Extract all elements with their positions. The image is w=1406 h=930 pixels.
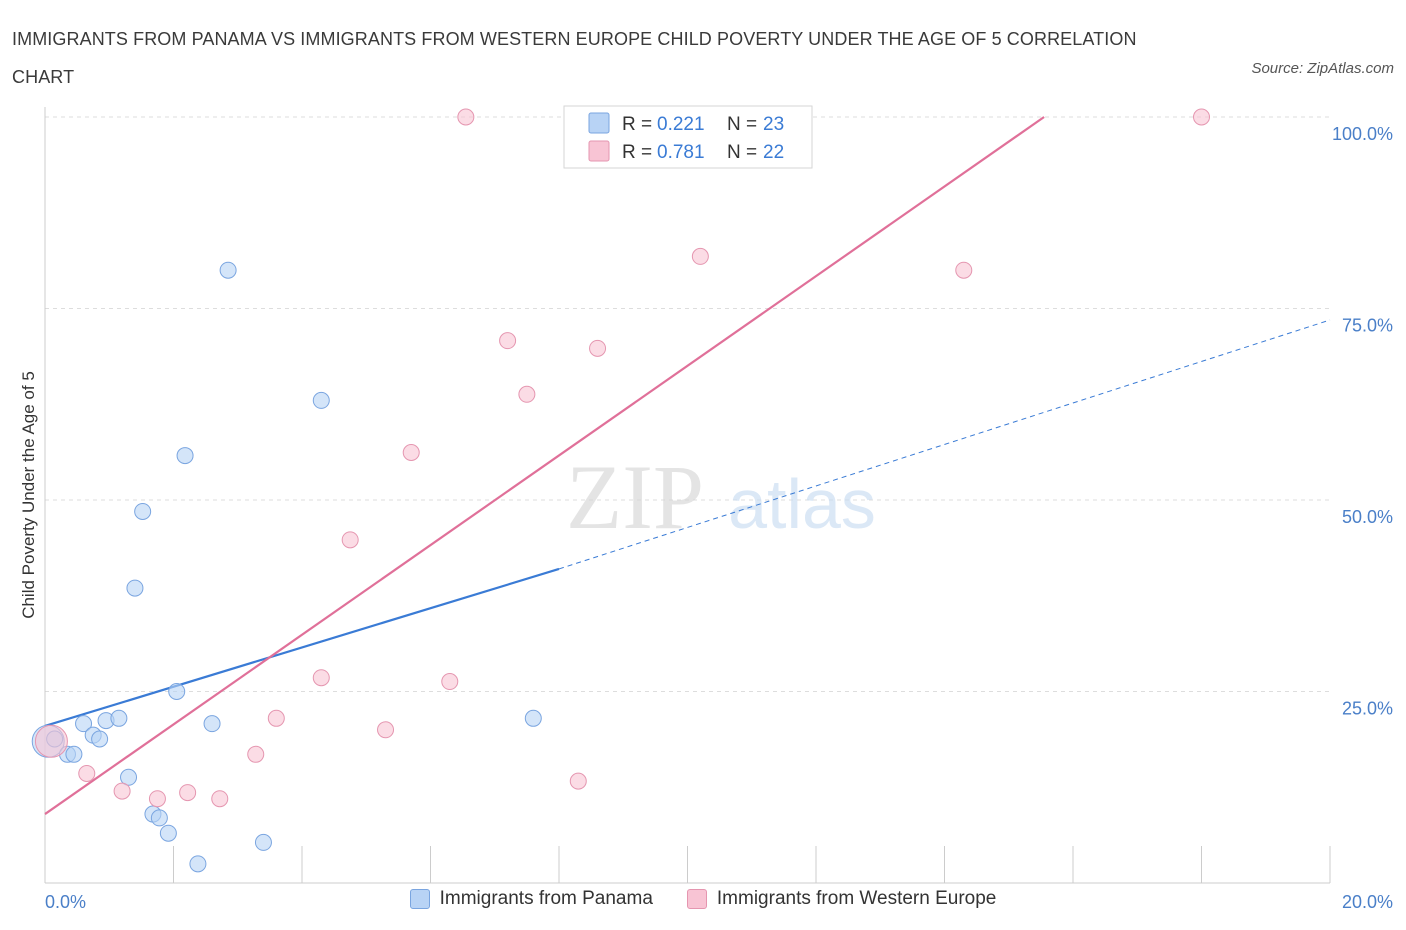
legend-bottom-label-panama: Immigrants from Panama: [439, 888, 653, 909]
point-panama: [110, 709, 128, 727]
point-panama: [120, 768, 138, 786]
point-western-europe: [341, 531, 359, 549]
data-points: [31, 108, 1210, 873]
point-western-europe: [267, 709, 285, 727]
legend-n-label-panama: N =: [727, 114, 757, 135]
point-panama: [91, 730, 109, 748]
x-tick-label-max: 20.0%: [1342, 892, 1393, 912]
point-panama: [168, 683, 186, 700]
legend-n-value-western-europe: 22: [763, 142, 784, 163]
chart-title: IMMIGRANTS FROM PANAMA VS IMMIGRANTS FRO…: [12, 29, 1137, 87]
legend-swatch-panama: [588, 112, 610, 134]
point-western-europe: [34, 724, 68, 758]
legend-r-label-western-europe: R =: [622, 142, 652, 163]
point-panama: [134, 502, 152, 520]
point-western-europe: [569, 772, 587, 790]
legend-item-panama: Immigrants from Panama: [409, 888, 653, 910]
point-western-europe: [589, 339, 607, 357]
point-western-europe: [179, 784, 197, 802]
point-panama: [189, 855, 207, 873]
legend-r-value-panama: 0.221: [657, 114, 705, 135]
legend-item-western-europe: Immigrants from Western Europe: [686, 888, 997, 910]
legend-bottom: Immigrants from Panama Immigrants from W…: [0, 888, 1406, 910]
point-western-europe: [518, 385, 536, 403]
point-panama: [176, 447, 194, 465]
legend-bottom-swatch-panama: [409, 889, 430, 909]
point-panama: [150, 809, 168, 827]
point-panama: [219, 261, 237, 279]
point-western-europe: [148, 790, 166, 808]
y-tick-label: 100.0%: [1332, 124, 1393, 144]
point-western-europe: [441, 673, 459, 691]
point-western-europe: [312, 669, 330, 687]
trend-line-panama: [44, 567, 560, 728]
legend-n-value-panama: 23: [763, 114, 784, 135]
point-panama: [524, 709, 542, 727]
point-western-europe: [78, 764, 96, 782]
point-western-europe: [1193, 108, 1210, 126]
point-western-europe: [499, 332, 517, 350]
point-western-europe: [955, 261, 973, 279]
legend-bottom-label-western-europe: Immigrants from Western Europe: [716, 888, 997, 909]
point-panama: [254, 833, 272, 851]
x-tick-labels: 0.0% 20.0%: [45, 892, 1393, 912]
legend-top: R = 0.221 N = 23 R = 0.781 N = 22: [563, 105, 813, 169]
point-western-europe: [457, 108, 475, 126]
watermark: ZIP atlas: [566, 446, 876, 548]
y-tick-labels: 100.0% 75.0% 50.0% 25.0%: [1332, 124, 1393, 719]
point-western-europe: [247, 745, 265, 763]
grid-lines: [45, 116, 1330, 692]
point-panama: [159, 824, 177, 842]
legend-r-value-western-europe: 0.781: [657, 142, 705, 163]
point-panama: [312, 391, 330, 409]
point-panama: [75, 715, 93, 733]
point-western-europe: [113, 782, 131, 800]
legend-bottom-swatch-western-europe: [686, 889, 707, 909]
watermark-zip: ZIP: [566, 446, 704, 548]
trend-line-panama-extension: [558, 319, 1331, 570]
point-western-europe: [377, 721, 395, 739]
point-panama: [203, 715, 221, 733]
legend-r-label-panama: R =: [622, 114, 652, 135]
source-label: Source: ZipAtlas.com: [1251, 60, 1394, 77]
axes: [44, 107, 1331, 884]
trend-lines: [44, 116, 1331, 815]
point-western-europe: [211, 790, 229, 808]
legend-swatch-western-europe: [588, 140, 610, 162]
y-axis-label: Child Poverty Under the Age of 5: [19, 371, 38, 619]
point-western-europe: [691, 247, 709, 265]
point-panama: [126, 579, 144, 597]
legend-n-label-western-europe: N =: [727, 142, 757, 163]
point-western-europe: [402, 444, 420, 462]
y-tick-label: 50.0%: [1342, 507, 1393, 527]
trend-line-western-europe: [44, 116, 1045, 815]
point-panama: [65, 745, 83, 763]
y-tick-label: 25.0%: [1342, 699, 1393, 719]
y-tick-label: 75.0%: [1342, 316, 1393, 336]
x-tick-label-min: 0.0%: [45, 892, 86, 912]
watermark-atlas: atlas: [728, 465, 876, 543]
